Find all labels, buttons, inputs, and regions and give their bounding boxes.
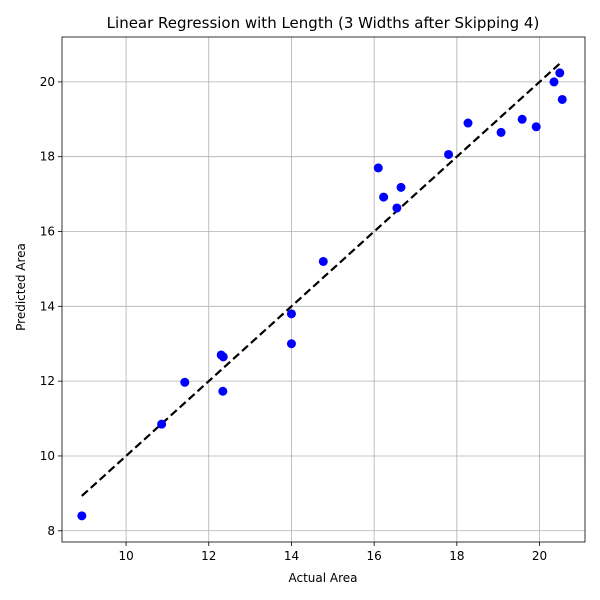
data-point (180, 377, 190, 387)
x-tick-label: 18 (449, 549, 464, 563)
x-axis-title: Actual Area (288, 571, 357, 585)
data-point (444, 149, 454, 159)
data-point (286, 339, 296, 349)
data-point (517, 114, 527, 124)
x-tick-label: 14 (284, 549, 299, 563)
x-tick-label: 12 (201, 549, 216, 563)
data-point (549, 77, 559, 87)
data-point (218, 386, 228, 396)
data-point (396, 182, 406, 192)
y-tick-label: 8 (47, 524, 55, 538)
data-point (463, 118, 473, 128)
grid-lines (62, 37, 585, 542)
data-point (318, 256, 328, 266)
data-point (218, 352, 228, 362)
data-point (373, 163, 383, 173)
data-point (555, 68, 565, 78)
data-point (77, 511, 87, 521)
data-point (531, 122, 541, 132)
data-point (496, 127, 506, 137)
y-tick-label: 20 (40, 75, 55, 89)
x-tick-label: 16 (367, 549, 382, 563)
y-tick-label: 12 (40, 374, 55, 388)
plot-frame (61, 36, 586, 543)
data-point (286, 309, 296, 319)
data-point (379, 192, 389, 202)
data-points (77, 68, 567, 521)
data-point (157, 419, 167, 429)
y-axis-ticks: 8 10 12 14 16 18 20 (40, 75, 62, 538)
x-tick-label: 10 (118, 549, 133, 563)
y-tick-label: 10 (40, 449, 55, 463)
chart-title: Linear Regression with Length (3 Widths … (107, 14, 540, 32)
data-point (392, 203, 402, 213)
data-point (557, 94, 567, 104)
x-axis-ticks: 10 12 14 16 18 20 (118, 542, 547, 563)
y-tick-label: 18 (40, 150, 55, 164)
y-tick-label: 16 (40, 225, 55, 239)
y-axis-title: Predicted Area (14, 243, 28, 331)
y-tick-label: 14 (40, 299, 55, 313)
x-tick-label: 20 (532, 549, 547, 563)
